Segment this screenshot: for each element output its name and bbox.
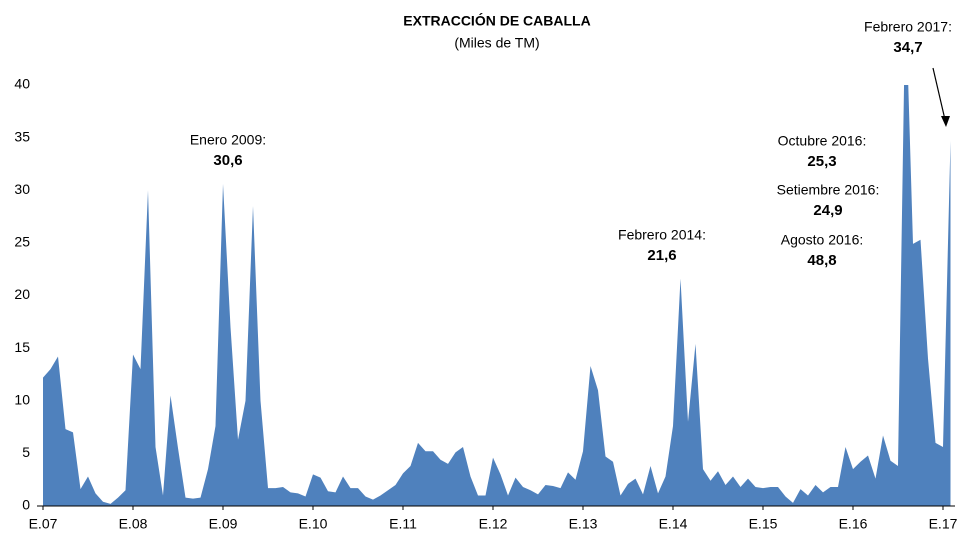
y-tick-label: 15: [14, 339, 30, 355]
y-tick-label: 20: [14, 286, 30, 302]
annotation-label: Febrero 2014:: [618, 227, 706, 243]
x-tick-label: E.09: [209, 516, 238, 532]
chart-subtitle: (Miles de TM): [454, 35, 539, 51]
annotation-value: 48,8: [807, 252, 836, 269]
y-tick-label: 30: [14, 181, 30, 197]
y-tick-label: 5: [22, 444, 30, 460]
y-tick-label: 25: [14, 234, 30, 250]
x-tick-label: E.15: [749, 516, 778, 532]
arrow-head: [941, 116, 950, 127]
annotation-value: 25,3: [807, 153, 836, 170]
x-tick-label: E.16: [839, 516, 868, 532]
x-tick-label: E.17: [929, 516, 958, 532]
annotation-value: 24,9: [813, 202, 842, 219]
annotation-value: 30,6: [213, 152, 242, 169]
y-tick-label: 35: [14, 128, 30, 144]
y-tick-label: 10: [14, 391, 30, 407]
x-tick-label: E.14: [659, 516, 688, 532]
annotation-value: 34,7: [893, 39, 922, 56]
x-tick-label: E.13: [569, 516, 598, 532]
annotation-label: Enero 2009:: [190, 132, 266, 148]
annotation-label: Setiembre 2016:: [777, 182, 880, 198]
x-tick-label: E.07: [29, 516, 58, 532]
arrow: [932, 67, 947, 125]
area: [43, 85, 951, 506]
y-tick-label: 40: [14, 76, 30, 92]
annotation-value: 21,6: [647, 247, 676, 264]
annotation-label: Febrero 2017:: [864, 19, 952, 35]
x-tick-label: E.11: [389, 516, 417, 532]
chart-title: EXTRACCIÓN DE CABALLA: [403, 12, 590, 29]
annotation-label: Octubre 2016:: [778, 133, 867, 149]
y-tick-label: 0: [22, 497, 30, 513]
annotation-label: Agosto 2016:: [781, 232, 864, 248]
x-tick-label: E.12: [479, 516, 508, 532]
x-tick-label: E.08: [119, 516, 148, 532]
x-tick-label: E.10: [299, 516, 328, 532]
